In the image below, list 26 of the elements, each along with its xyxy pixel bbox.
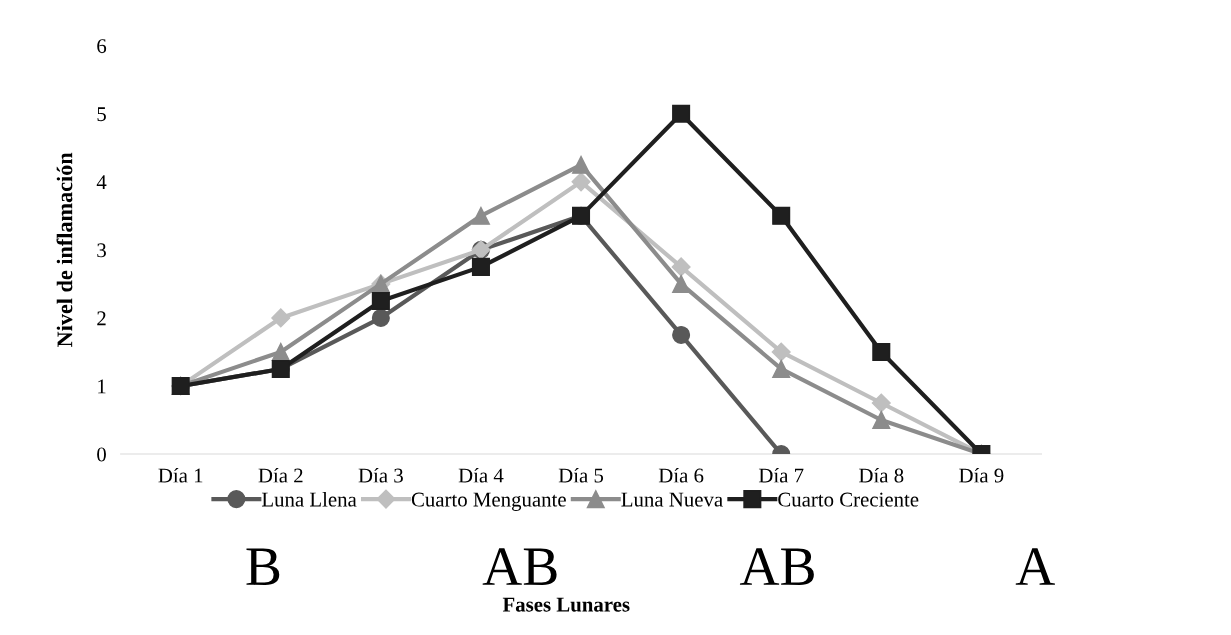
x-tick-label: Día 3 [358, 467, 403, 483]
y-axis-title: Nivel de inflamación [56, 152, 73, 347]
y-tick-label: 6 [97, 39, 107, 54]
x-tick-label: Día 5 [558, 467, 604, 483]
x-tick-label: Día 8 [859, 467, 904, 483]
x-tick-label: Día 4 [458, 467, 504, 483]
legend-label: Luna Nueva [621, 492, 723, 507]
y-tick-label: 2 [97, 311, 106, 326]
y-tick-label: 4 [96, 175, 107, 190]
text: AB [482, 548, 557, 586]
x-tick-label: Día 6 [658, 467, 704, 483]
y-tick-label: 0 [97, 447, 106, 462]
legend-label: Cuarto Creciente [778, 492, 919, 507]
x-tick-label: Día 9 [959, 467, 1004, 483]
x-tick-label: Día 1 [158, 467, 203, 483]
x-tick-label: Día 2 [258, 467, 303, 483]
y-tick-label: 3 [97, 243, 106, 258]
y-tick-label: 1 [98, 379, 106, 394]
text: A [1015, 548, 1055, 585]
text: Fases Lunares [502, 597, 630, 612]
legend-label: Cuarto Menguante [411, 492, 566, 511]
legend-label: Luna Llena [261, 491, 357, 507]
text: B [246, 548, 280, 586]
text: AB [739, 548, 814, 586]
x-tick-label: Día 7 [758, 467, 804, 483]
y-tick-label: 5 [97, 107, 106, 122]
